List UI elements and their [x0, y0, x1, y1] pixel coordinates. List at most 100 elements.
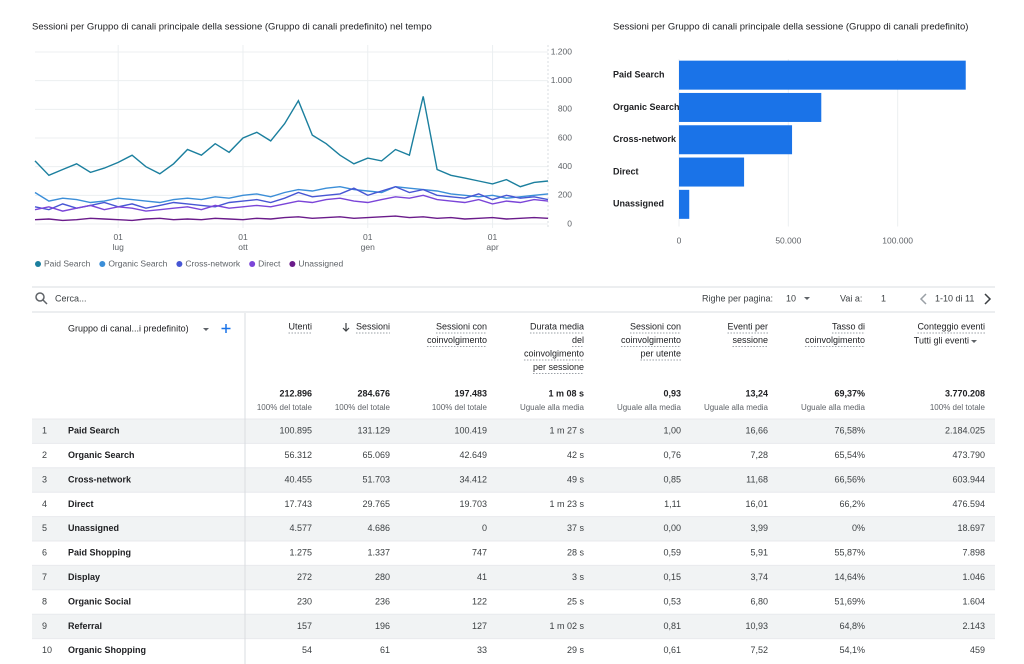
column-header[interactable]: Eventi per	[727, 321, 768, 331]
row-number: 4	[42, 499, 47, 509]
x-tick-label: 01 ott	[238, 232, 248, 252]
next-page[interactable]	[984, 293, 992, 305]
cell: 473.790	[952, 450, 985, 460]
column-header[interactable]: Conteggio eventi	[917, 321, 985, 331]
row-background	[32, 443, 995, 468]
cell: 18.697	[957, 523, 985, 533]
cell: 76,58%	[834, 426, 865, 436]
cell: 66,56%	[834, 474, 865, 484]
cell: 157	[297, 621, 312, 631]
column-header[interactable]: per utente	[640, 348, 681, 358]
row-backgrounds	[32, 418, 995, 663]
y-tick-label: 600	[558, 132, 572, 142]
row-dimension[interactable]: Display	[68, 572, 100, 582]
cell: 1,00	[663, 426, 681, 436]
cell: 4.577	[289, 523, 312, 533]
row-background	[32, 467, 995, 493]
cell: 747	[472, 548, 487, 558]
legend-label[interactable]: Organic Search	[108, 258, 167, 268]
cell: 56.312	[284, 450, 312, 460]
cell: 42.649	[459, 450, 487, 460]
page-range: 1-10 di 11	[935, 293, 974, 303]
cell: 16,66	[745, 426, 768, 436]
row-number: 3	[42, 474, 47, 484]
cell: 0,59	[663, 548, 681, 558]
column-header[interactable]: coinvolgimento	[524, 348, 584, 358]
cell: 603.944	[952, 474, 985, 484]
legend-dot	[99, 261, 106, 267]
events-filter[interactable]: Tutti gli eventi	[914, 335, 969, 345]
legend-label[interactable]: Paid Search	[44, 258, 91, 268]
column-total: 1 m 08 s	[548, 388, 584, 398]
dimension-dropdown[interactable]	[203, 328, 209, 331]
sort-arrow[interactable]	[342, 323, 350, 332]
cell: 1.604	[962, 596, 985, 606]
column-header[interactable]: Tasso di	[832, 321, 865, 331]
cell: 7.898	[962, 548, 985, 558]
bar	[679, 60, 966, 90]
rows-select[interactable]: 10	[786, 293, 796, 303]
cell: 0,81	[663, 621, 681, 631]
line-chart-title: Sessioni per Gruppo di canali principale…	[32, 22, 432, 33]
cell: 6,80	[750, 596, 768, 606]
column-header[interactable]: del	[572, 335, 584, 345]
y-tick-label: Organic Search	[613, 102, 680, 112]
cell: 100.895	[279, 426, 312, 436]
row-dimension[interactable]: Referral	[68, 621, 102, 631]
row-dimension[interactable]: Unassigned	[68, 523, 119, 533]
column-header[interactable]: sessione	[732, 335, 768, 345]
row-dimension[interactable]: Organic Social	[68, 596, 131, 606]
cell: 11,68	[746, 474, 768, 484]
legend-dot	[35, 261, 41, 267]
row-dimension[interactable]: Paid Shopping	[68, 548, 131, 558]
row-dimension[interactable]: Organic Shopping	[68, 645, 146, 655]
column-header[interactable]: coinvolgimento	[427, 335, 487, 345]
legend-label[interactable]: Unassigned	[298, 258, 343, 268]
column-total: 69,37%	[834, 388, 865, 398]
column-total-note: Uguale alla media	[520, 403, 585, 412]
dropdown-arrow[interactable]	[804, 297, 810, 300]
cell: 40.455	[284, 474, 312, 484]
column-header[interactable]: Sessioni con	[436, 321, 487, 331]
cell: 196	[375, 621, 390, 631]
row-number: 8	[42, 596, 47, 606]
x-tick-label: 50.000	[775, 235, 801, 245]
cell: 122	[472, 596, 487, 606]
search-input[interactable]: Cerca...	[55, 293, 87, 303]
column-header[interactable]: coinvolgimento	[805, 335, 865, 345]
column-header[interactable]: per sessione	[533, 362, 584, 372]
cell: 37 s	[567, 523, 585, 533]
row-dimension[interactable]: Cross-network	[68, 474, 132, 484]
cell: 51.703	[362, 474, 390, 484]
column-header[interactable]: coinvolgimento	[621, 335, 681, 345]
dimension-header[interactable]: Gruppo di canal...i predefinito)	[68, 323, 189, 333]
legend-dot	[289, 261, 296, 267]
cell: 41	[477, 572, 487, 582]
column-header[interactable]: Sessioni con	[630, 321, 681, 331]
add-dimension[interactable]	[221, 324, 231, 333]
column-total-note: Uguale alla media	[704, 403, 769, 412]
legend-label[interactable]: Direct	[258, 258, 281, 268]
cell: 65,54%	[834, 450, 865, 460]
cell: 0	[482, 523, 487, 533]
column-header[interactable]: Sessioni	[356, 321, 390, 331]
prev-page[interactable]	[919, 293, 927, 305]
column-total: 13,24	[745, 388, 768, 398]
goto-label: Vai a:	[840, 293, 862, 303]
cell: 14,64%	[834, 572, 865, 582]
series-line	[34, 215, 549, 222]
row-dimension[interactable]: Paid Search	[68, 426, 120, 436]
column-header[interactable]: Durata media	[530, 321, 584, 331]
legend-label[interactable]: Cross-network	[185, 258, 241, 268]
bar	[679, 92, 822, 122]
row-dimension[interactable]: Organic Search	[68, 450, 135, 460]
row-dimension[interactable]: Direct	[68, 499, 94, 509]
row-number: 5	[42, 523, 47, 533]
cell: 51,69%	[834, 596, 865, 606]
events-dropdown[interactable]	[971, 340, 977, 343]
goto-input[interactable]: 1	[881, 293, 886, 303]
column-header[interactable]: Utenti	[288, 321, 312, 331]
search-icon[interactable]	[35, 292, 48, 305]
